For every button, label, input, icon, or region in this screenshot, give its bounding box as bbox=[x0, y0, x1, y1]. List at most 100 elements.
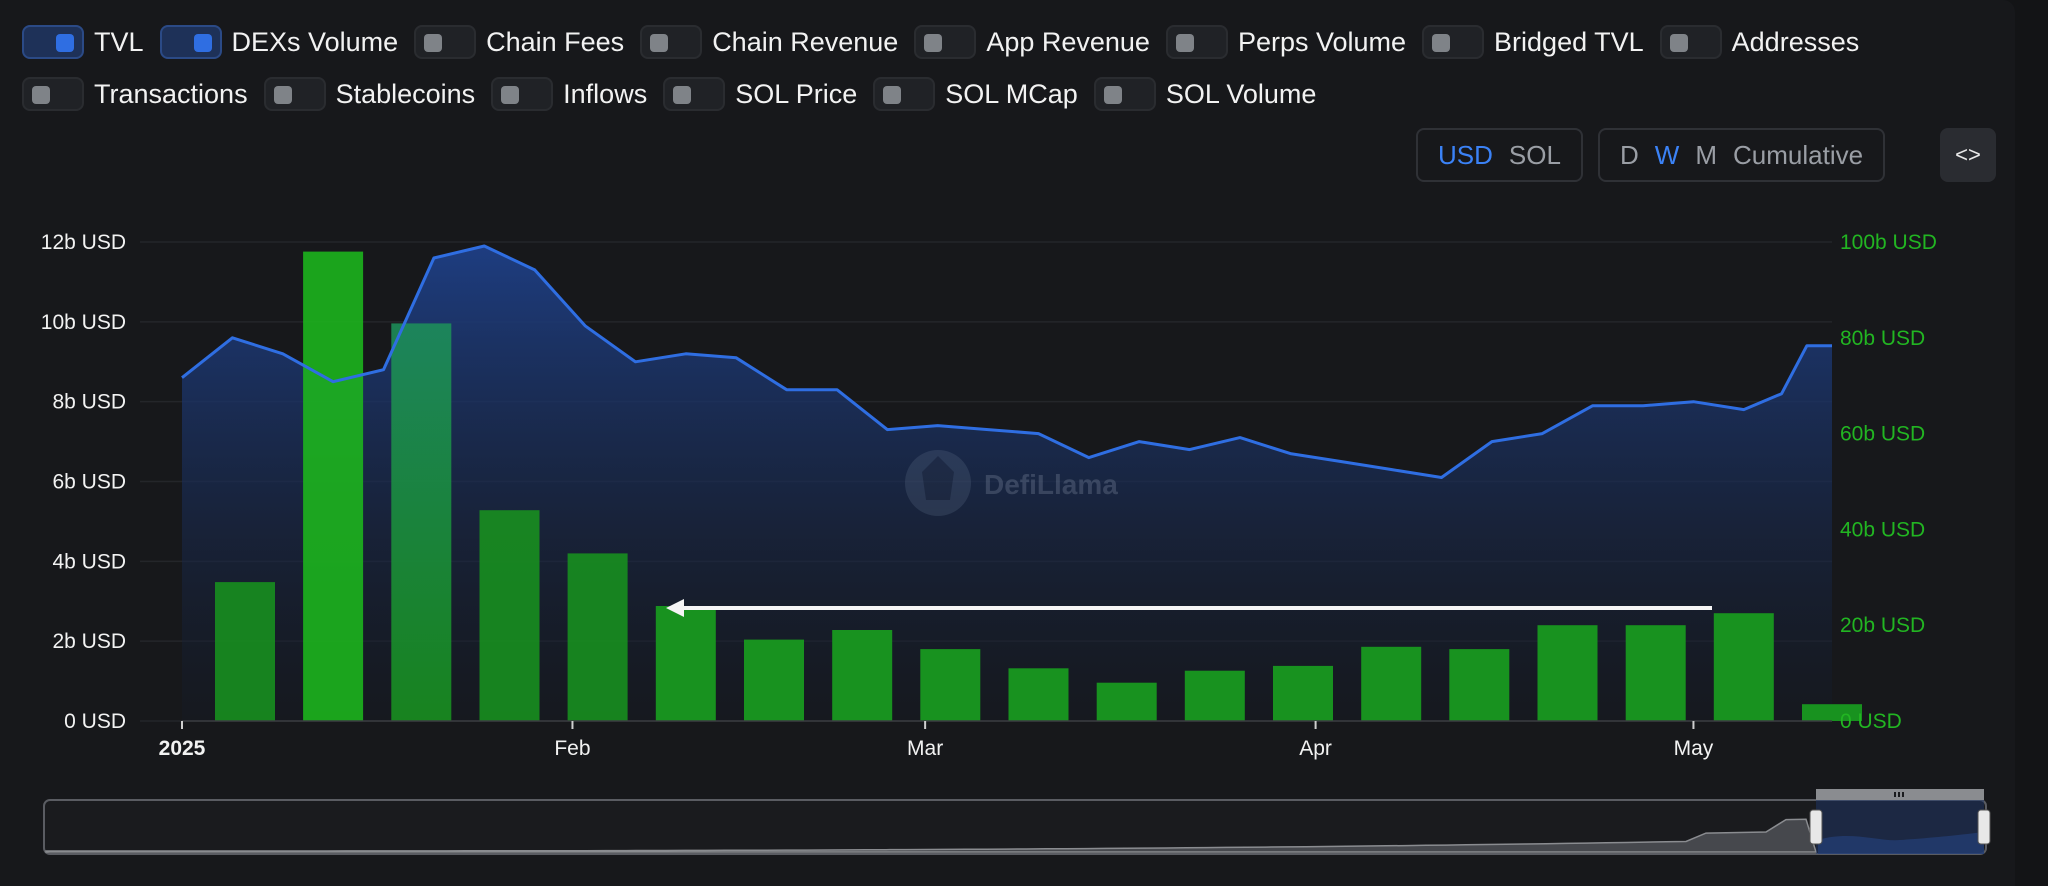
period-option-m[interactable]: M bbox=[1695, 139, 1717, 170]
tvl-series-line bbox=[181, 244, 1832, 479]
dex-volume-bar bbox=[1273, 665, 1333, 721]
dex-volume-bar bbox=[744, 639, 804, 721]
dex-volume-bar bbox=[1184, 670, 1245, 721]
toggle-label: SOL Price bbox=[735, 78, 858, 109]
toggle-tvl[interactable]: TVL bbox=[22, 25, 144, 59]
dex-volume-bar bbox=[1802, 704, 1862, 721]
period-option-cumulative[interactable]: Cumulative bbox=[1733, 139, 1864, 170]
toggle-knob bbox=[193, 34, 212, 52]
toggle-chain-revenue[interactable]: Chain Revenue bbox=[640, 25, 898, 59]
toggle-switch[interactable] bbox=[159, 25, 222, 59]
y-right-tick-label: 80b USD bbox=[1840, 327, 1925, 350]
toggle-label: Chain Fees bbox=[486, 26, 625, 57]
toggle-perps-volume[interactable]: Perps Volume bbox=[1165, 25, 1407, 59]
period-selector: D W M Cumulative bbox=[1598, 128, 1886, 182]
toggle-stablecoins[interactable]: Stablecoins bbox=[263, 77, 475, 111]
tvl-line bbox=[181, 244, 1832, 479]
range-mini-chart bbox=[45, 818, 1818, 853]
toggle-switch[interactable] bbox=[22, 25, 84, 59]
toggle-knob bbox=[1103, 86, 1122, 104]
toggle-label: TVL bbox=[94, 26, 144, 57]
toggle-transactions[interactable]: Transactions bbox=[22, 77, 248, 111]
range-right-handle[interactable] bbox=[1977, 809, 1991, 845]
y-left-tick-label: 8b USD bbox=[52, 391, 126, 414]
y-left-tick-label: 4b USD bbox=[52, 550, 126, 573]
x-tick-label: Mar bbox=[907, 737, 943, 760]
toggle-knob bbox=[883, 86, 902, 104]
code-icon: <> bbox=[1955, 142, 1981, 167]
toggle-switch[interactable] bbox=[491, 77, 554, 111]
toggle-label: Perps Volume bbox=[1237, 26, 1407, 57]
dex-volume-bar bbox=[1537, 625, 1598, 721]
toggle-knob bbox=[1175, 34, 1194, 52]
y-left-tick-label: 12b USD bbox=[41, 231, 126, 254]
toggle-chain-fees[interactable]: Chain Fees bbox=[414, 25, 624, 59]
dex-volume-bar bbox=[303, 251, 364, 721]
toggle-label: Addresses bbox=[1731, 26, 1860, 57]
dex-volume-bar bbox=[391, 323, 452, 721]
toggle-label: Chain Revenue bbox=[712, 26, 899, 57]
toggle-inflows[interactable]: Inflows bbox=[491, 77, 647, 111]
toggle-switch[interactable] bbox=[873, 77, 936, 111]
range-left-handle[interactable] bbox=[1809, 809, 1823, 845]
dex-volume-bars bbox=[215, 251, 1862, 721]
period-option-w[interactable]: W bbox=[1654, 139, 1680, 170]
toggle-knob bbox=[273, 86, 292, 104]
toggle-switch[interactable] bbox=[22, 77, 84, 111]
dex-volume-bar bbox=[567, 553, 628, 721]
dex-volume-bar bbox=[1361, 646, 1422, 721]
period-option-d[interactable]: D bbox=[1620, 139, 1639, 170]
toggle-row-2: Transactions Stablecoins Inflows SOL Price S… bbox=[22, 72, 2002, 116]
toggle-switch[interactable] bbox=[640, 25, 703, 59]
toggle-switch[interactable] bbox=[1422, 25, 1485, 59]
toggle-label: Bridged TVL bbox=[1494, 26, 1644, 57]
dex-volume-bar bbox=[1096, 682, 1157, 721]
dex-volume-bar bbox=[1449, 649, 1510, 721]
toggle-app-revenue[interactable]: App Revenue bbox=[914, 25, 1150, 59]
toggle-addresses[interactable]: Addresses bbox=[1659, 25, 1860, 59]
toggle-knob bbox=[32, 86, 50, 104]
dex-volume-bar bbox=[920, 649, 981, 721]
toggle-label: Transactions bbox=[94, 78, 248, 109]
toggle-label: Inflows bbox=[563, 78, 648, 109]
toggle-switch[interactable] bbox=[663, 77, 726, 111]
toggle-knob bbox=[1669, 34, 1688, 52]
left-axis: 0 USD 2b USD 4b USD 6b USD 8b USD 10b USD 12b … bbox=[41, 231, 126, 733]
toggle-switch[interactable] bbox=[1093, 77, 1156, 111]
toggle-knob bbox=[924, 34, 943, 52]
y-right-tick-label: 100b USD bbox=[1840, 231, 1937, 254]
toggle-switch[interactable] bbox=[1165, 25, 1228, 59]
toggle-sol-price[interactable]: SOL Price bbox=[663, 77, 857, 111]
toggle-bridged-tvl[interactable]: Bridged TVL bbox=[1422, 25, 1644, 59]
toggle-row-1: TVL DEXs Volume Chain Fees Chain Revenue App… bbox=[22, 20, 2002, 64]
dex-volume-bar bbox=[215, 582, 275, 721]
x-tick-label: Apr bbox=[1299, 737, 1332, 760]
y-left-tick-label: 6b USD bbox=[52, 471, 126, 494]
watermark-text: DefiLlama bbox=[984, 469, 1118, 500]
x-tick-label: Feb bbox=[554, 737, 590, 760]
toggle-dexs-volume[interactable]: DEXs Volume bbox=[159, 25, 398, 59]
toggle-sol-volume[interactable]: SOL Volume bbox=[1093, 77, 1316, 111]
x-tick-label: 2025 bbox=[159, 737, 206, 760]
currency-option-sol[interactable]: SOL bbox=[1508, 139, 1561, 170]
arrow-head-icon bbox=[666, 599, 684, 617]
toggle-sol-mcap[interactable]: SOL MCap bbox=[873, 77, 1078, 111]
embed-button[interactable]: <> bbox=[1940, 128, 1996, 182]
range-selector bbox=[43, 789, 1991, 855]
y-left-tick-label: 2b USD bbox=[52, 630, 126, 653]
x-axis: 2025 Feb Mar Apr May bbox=[159, 720, 1832, 760]
dex-volume-bar bbox=[1625, 625, 1686, 721]
toggle-switch[interactable] bbox=[914, 25, 977, 59]
metric-toggles: TVL DEXs Volume Chain Fees Chain Revenue App… bbox=[22, 20, 2002, 124]
annotation-arrow bbox=[666, 599, 1712, 617]
toggle-switch[interactable] bbox=[414, 25, 477, 59]
toggle-switch[interactable] bbox=[1659, 25, 1722, 59]
dex-volume-bar bbox=[479, 510, 540, 721]
toggle-knob bbox=[650, 34, 669, 52]
y-left-tick-label: 0 USD bbox=[64, 710, 126, 733]
dex-volume-bar bbox=[1008, 668, 1069, 721]
y-right-tick-label: 60b USD bbox=[1840, 423, 1925, 446]
currency-option-usd[interactable]: USD bbox=[1438, 139, 1493, 170]
toggle-switch[interactable] bbox=[263, 77, 326, 111]
